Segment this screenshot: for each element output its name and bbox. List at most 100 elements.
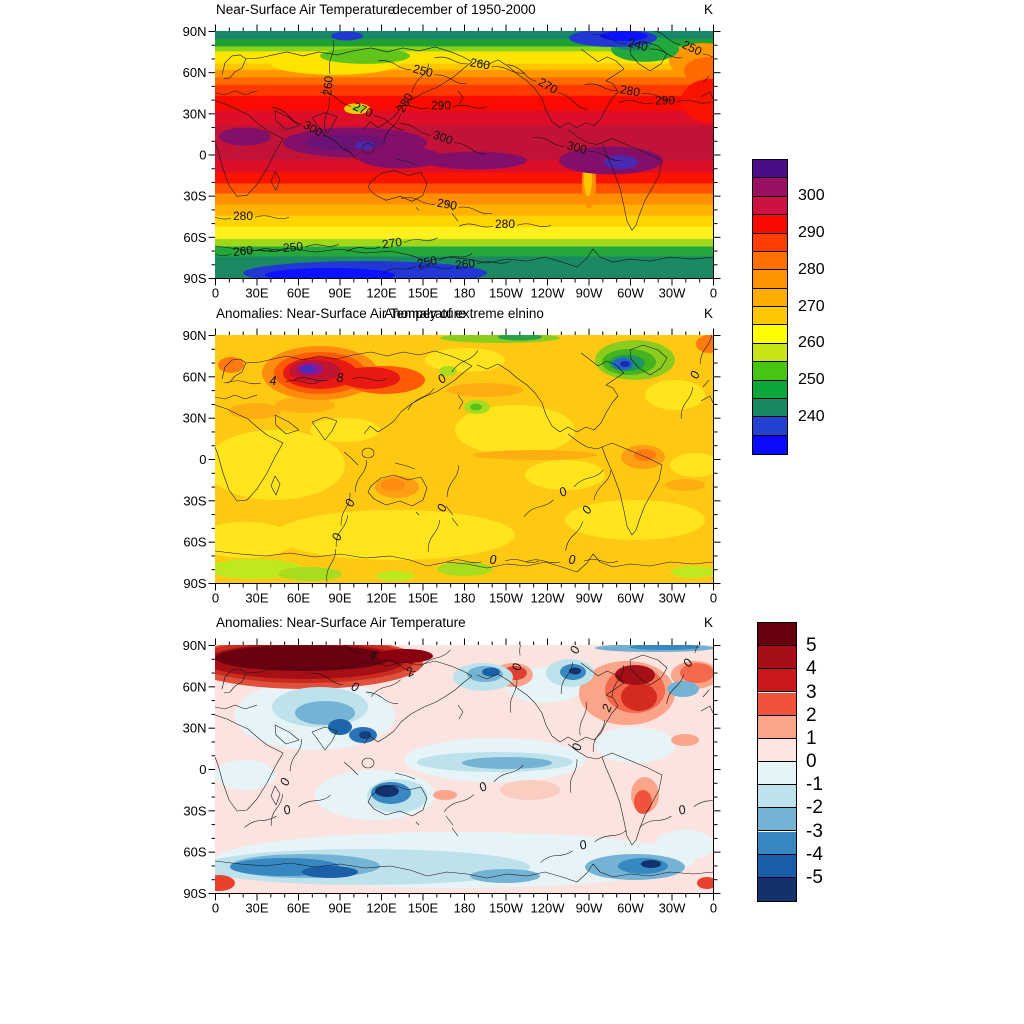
- x-axis: 0 30E 60E 90E 120E 150E 180 150W 120W 90W 60W 30W 0: [212, 638, 717, 916]
- panel1-title-row: Near-Surface Air Temperature december of…: [215, 2, 713, 20]
- x-tick-label: 90E: [328, 591, 351, 606]
- y-tick-label: 90S: [183, 886, 206, 901]
- contour-label: 0: [244, 795, 331, 828]
- x-tick-label: 180: [454, 286, 476, 301]
- y-tick-label: 60S: [183, 535, 206, 550]
- contour-label: 0: [270, 739, 302, 826]
- panel3-unit-label: K: [703, 615, 713, 630]
- colorbar-cell: [753, 398, 787, 418]
- colorbar-temperature: 300 290 280 270 260 250 240: [752, 159, 825, 455]
- panel2-title-left: Anomalies: Near-Surface Air Temperature: [216, 306, 466, 321]
- x-tick-label: 90E: [328, 901, 351, 916]
- y-tick-label: 90N: [183, 638, 207, 653]
- y-tick-label: 0: [199, 452, 206, 467]
- contour-label: 280: [458, 217, 552, 231]
- svg-text:0: 0: [567, 645, 583, 656]
- svg-text:4: 4: [270, 374, 277, 388]
- colorbar-cell: [753, 160, 787, 179]
- contour-label: 0: [639, 795, 713, 828]
- panel1-unit-label: K: [703, 2, 713, 17]
- x-tick-label: 60E: [287, 591, 310, 606]
- colorbar-tick-label: -4: [806, 843, 823, 865]
- y-tick-label: 90S: [183, 271, 206, 286]
- panel3-axes: 0 30E 60E 90E 120E 150E 180 150W 120W 90W 60W 30W 09…: [183, 638, 721, 916]
- panel3-title-left: Anomalies: Near-Surface Air Temperature: [216, 615, 466, 630]
- svg-text:0: 0: [342, 497, 358, 508]
- x-tick-label: 90W: [576, 901, 603, 916]
- contour-label: 300: [399, 123, 486, 155]
- contour-label: 0: [427, 465, 459, 552]
- colorbar-tick-label: 270: [798, 297, 825, 315]
- panel2-title-center: Anomaly of extreme elnino: [384, 306, 544, 321]
- y-tick-label: 60S: [183, 230, 206, 245]
- x-tick-label: 60E: [287, 901, 310, 916]
- contour-label: 0: [335, 460, 367, 547]
- y-tick-label: 60S: [183, 845, 206, 860]
- svg-text:0: 0: [687, 369, 703, 380]
- contour-label: 0: [311, 672, 398, 704]
- y-tick-label: 30S: [183, 189, 206, 204]
- contour-label: 280: [215, 209, 290, 223]
- x-tick-label: 150W: [489, 286, 524, 301]
- panel1-axes: 0 30E 60E 90E 120E 150E 180 150W 120W 90W 60W 30W 09…: [183, 24, 721, 301]
- x-tick-label: 150W: [489, 591, 524, 606]
- colorbar-cell: [758, 808, 796, 832]
- x-tick-label: 150E: [408, 286, 439, 301]
- colorbar-tick-label: 300: [798, 187, 825, 205]
- svg-text:280: 280: [495, 217, 515, 231]
- x-tick-label: 0: [710, 591, 717, 606]
- svg-text:0: 0: [490, 553, 497, 567]
- svg-text:290: 290: [436, 196, 458, 213]
- colorbar-cell: [758, 877, 796, 901]
- panel1-title-center: december of 1950-2000: [392, 2, 536, 17]
- svg-text:250: 250: [412, 62, 435, 81]
- contour-label: 240: [593, 34, 683, 59]
- x-tick-label: 90E: [328, 286, 351, 301]
- contour-label: 8: [293, 371, 387, 385]
- y-tick-label: 90N: [183, 24, 207, 39]
- contour-label: 0: [446, 553, 540, 567]
- x-tick-label: 120W: [531, 286, 566, 301]
- x-tick-label: 120E: [366, 591, 397, 606]
- svg-text:250: 250: [416, 253, 439, 271]
- svg-text:240: 240: [627, 36, 650, 55]
- colorbar-tick-label: 0: [806, 751, 817, 773]
- contour-label: 4: [226, 374, 320, 388]
- colorbar-cell: [753, 343, 787, 363]
- x-tick-label: 60W: [617, 901, 644, 916]
- svg-text:0: 0: [349, 679, 360, 695]
- y-tick-label: 30N: [183, 106, 207, 121]
- colorbar-cell: [758, 738, 796, 762]
- colorbar-tick-label: 260: [798, 334, 825, 352]
- colorbar-tick-label: -3: [806, 820, 823, 842]
- y-tick-label: 90S: [183, 576, 206, 591]
- x-tick-label: 60W: [617, 591, 644, 606]
- svg-text:8: 8: [337, 371, 344, 385]
- x-tick-label: 0: [710, 286, 717, 301]
- svg-text:0: 0: [570, 742, 585, 751]
- colorbar-cell: [758, 762, 796, 786]
- colorbar-tick-label: 1: [806, 727, 817, 749]
- x-axis: 0 30E 60E 90E 120E 150E 180 150W 120W 90W 60W 30W 0: [212, 24, 717, 301]
- contour-label: 250: [382, 253, 473, 274]
- y-tick-label: 60N: [183, 369, 207, 384]
- contour-label: 290: [394, 99, 488, 113]
- svg-text:260: 260: [469, 55, 491, 72]
- colorbar-cell: [753, 325, 787, 344]
- x-tick-label: 0: [710, 901, 717, 916]
- contour-label: 250: [247, 239, 340, 255]
- contour-label: 260: [215, 243, 290, 259]
- contour-label: 280: [584, 82, 676, 101]
- contour-label: 300: [532, 136, 622, 161]
- x-tick-label: 150E: [408, 901, 439, 916]
- colorbar-tick-label: -1: [806, 774, 823, 796]
- contour-label: 270: [346, 235, 438, 252]
- colorbar-tick-label: -2: [806, 797, 823, 819]
- y-tick-label: 60N: [183, 65, 207, 80]
- colorbar-cell: [758, 646, 796, 670]
- svg-text:250: 250: [282, 239, 303, 255]
- contour-label: 290: [401, 196, 493, 214]
- x-tick-label: 120W: [531, 901, 566, 916]
- colorbar-cell: [753, 251, 787, 271]
- svg-text:300: 300: [431, 128, 455, 148]
